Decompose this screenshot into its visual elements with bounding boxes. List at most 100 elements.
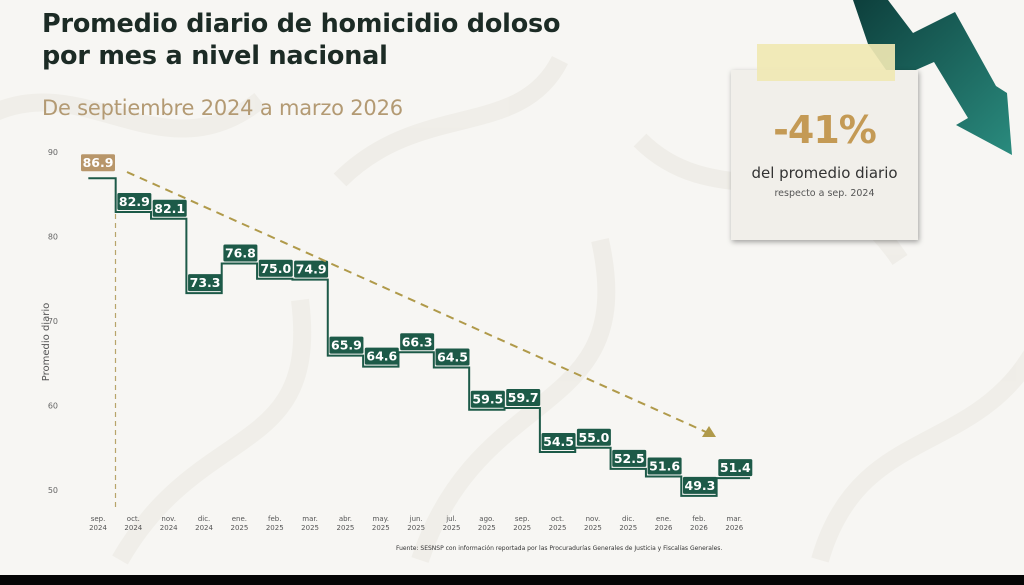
value-labels: 86.9 82.9 82.1 73.3 76.8 75.0 74.9 65.9 64.6 66.3…: [81, 154, 753, 494]
x-tick-year: 2024: [89, 524, 107, 532]
svg-text:55.0: 55.0: [578, 430, 609, 445]
svg-text:82.9: 82.9: [119, 194, 150, 209]
x-tick-year: 2025: [443, 524, 461, 532]
svg-text:64.6: 64.6: [366, 349, 397, 364]
source-note: Fuente: SESNSP con información reportada…: [396, 545, 723, 552]
value-label: 54.5: [541, 432, 576, 450]
callout-tape: [757, 44, 895, 81]
x-tick-month: ene.: [232, 515, 247, 523]
callout-text: del promedio diario: [751, 164, 898, 182]
x-tick-month: feb.: [268, 515, 281, 523]
x-tick-year: 2025: [584, 524, 602, 532]
value-label: 75.0: [258, 259, 293, 277]
svg-text:59.7: 59.7: [508, 390, 539, 405]
svg-text:86.9: 86.9: [83, 155, 114, 170]
x-axis: sep.2024oct.2024nov.2024dic.2024ene.2025…: [89, 515, 744, 532]
x-tick-month: dic.: [198, 515, 210, 523]
step-series-line: [88, 177, 750, 497]
svg-text:82.1: 82.1: [154, 201, 185, 216]
x-tick-month: oct.: [127, 515, 140, 523]
svg-text:65.9: 65.9: [331, 338, 362, 353]
value-label: 82.9: [117, 192, 152, 210]
value-label: 59.7: [506, 389, 541, 407]
y-tick-label: 70: [48, 317, 58, 326]
callout-percent: -41%: [773, 108, 877, 152]
x-tick-year: 2025: [513, 524, 531, 532]
value-label: 66.3: [400, 333, 435, 351]
svg-text:54.5: 54.5: [543, 434, 574, 449]
x-tick-year: 2025: [619, 524, 637, 532]
x-tick-year: 2026: [655, 524, 673, 532]
x-tick-month: mar.: [302, 515, 318, 523]
value-label: 55.0: [576, 428, 611, 446]
x-tick-month: may.: [373, 515, 389, 523]
x-tick-month: ene.: [656, 515, 671, 523]
x-tick-year: 2025: [337, 524, 355, 532]
x-tick-month: abr.: [339, 515, 352, 523]
value-label: 51.4: [718, 459, 753, 477]
svg-text:51.6: 51.6: [649, 458, 680, 473]
x-tick-year: 2024: [124, 524, 142, 532]
y-axis-label: Promedio diario: [41, 303, 52, 381]
y-axis: 50 60 70 80 90: [48, 148, 58, 495]
value-label: 86.9: [81, 154, 115, 172]
y-tick-label: 90: [48, 148, 58, 157]
x-tick-year: 2025: [230, 524, 248, 532]
svg-text:52.5: 52.5: [614, 451, 645, 466]
svg-text:64.5: 64.5: [437, 349, 468, 364]
svg-text:74.9: 74.9: [296, 262, 327, 277]
chart-title: Promedio diario de homicidio doloso por …: [42, 8, 561, 72]
title-line-2: por mes a nivel nacional: [42, 41, 388, 71]
bottom-bar: [0, 575, 1024, 585]
x-tick-month: jun.: [409, 515, 423, 523]
svg-text:66.3: 66.3: [402, 334, 433, 349]
y-tick-label: 60: [48, 402, 58, 411]
x-tick-month: ago.: [479, 515, 494, 523]
x-tick-year: 2025: [478, 524, 496, 532]
chart-subtitle: De septiembre 2024 a marzo 2026: [42, 96, 403, 120]
x-tick-year: 2025: [266, 524, 284, 532]
svg-text:73.3: 73.3: [190, 275, 221, 290]
svg-text:75.0: 75.0: [260, 261, 291, 276]
trend-arrow-head: [702, 426, 716, 437]
value-label: 65.9: [329, 336, 364, 354]
x-tick-year: 2025: [407, 524, 425, 532]
x-tick-month: mar.: [727, 515, 743, 523]
x-tick-month: dic.: [622, 515, 634, 523]
arrow-down-icon: [853, 0, 1012, 155]
x-tick-month: jul.: [445, 515, 457, 523]
callout-subtext: respecto a sep. 2024: [774, 188, 875, 199]
title-line-1: Promedio diario de homicidio doloso: [42, 9, 561, 39]
value-label: 59.5: [470, 390, 505, 408]
value-label: 76.8: [223, 244, 258, 262]
x-tick-year: 2024: [195, 524, 213, 532]
svg-text:49.3: 49.3: [685, 478, 716, 493]
value-label: 51.6: [647, 457, 682, 475]
x-tick-year: 2026: [725, 524, 743, 532]
x-tick-year: 2026: [690, 524, 708, 532]
x-tick-month: nov.: [161, 515, 176, 523]
y-tick-label: 80: [48, 233, 58, 242]
value-label: 74.9: [294, 260, 329, 278]
value-label: 49.3: [682, 476, 717, 494]
value-label: 64.6: [364, 347, 399, 365]
value-label: 73.3: [188, 274, 223, 292]
value-label: 82.1: [152, 199, 187, 217]
value-label: 64.5: [435, 348, 470, 366]
x-tick-month: oct.: [551, 515, 564, 523]
y-tick-label: 50: [48, 486, 58, 495]
x-tick-year: 2025: [549, 524, 567, 532]
svg-text:76.8: 76.8: [225, 246, 256, 261]
value-label: 52.5: [612, 449, 647, 467]
x-tick-month: sep.: [515, 515, 530, 523]
x-tick-month: sep.: [91, 515, 106, 523]
x-tick-month: nov.: [586, 515, 601, 523]
svg-text:59.5: 59.5: [472, 392, 503, 407]
trend-arrow-line: [126, 171, 707, 433]
x-tick-month: feb.: [692, 515, 705, 523]
svg-text:51.4: 51.4: [720, 460, 751, 475]
x-tick-year: 2025: [301, 524, 319, 532]
callout-card: [731, 70, 918, 240]
